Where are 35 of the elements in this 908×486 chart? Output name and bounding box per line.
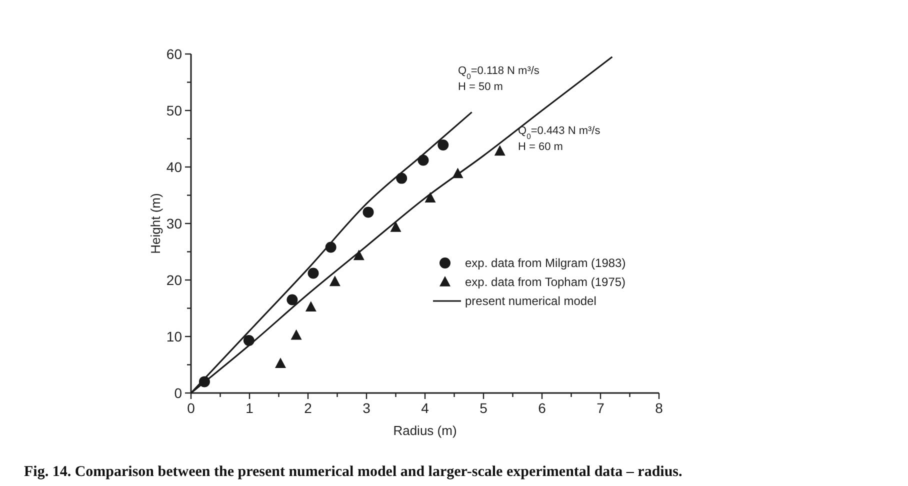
x-tick-label: 3 bbox=[362, 400, 371, 416]
x-tick-label: 2 bbox=[304, 400, 312, 416]
y-tick-label: 30 bbox=[166, 215, 182, 232]
point bbox=[494, 145, 506, 156]
caption: Fig. 14. Comparison between the present numerical model and larger-scale experimental data – radius. bbox=[24, 464, 683, 480]
point bbox=[424, 192, 436, 202]
x-tick-label: 6 bbox=[538, 400, 546, 416]
x-tick-label: 4 bbox=[421, 400, 430, 416]
y-axis-title: Height (m) bbox=[148, 193, 163, 254]
point bbox=[290, 329, 302, 340]
point bbox=[305, 301, 316, 312]
y-tick-label: 60 bbox=[166, 46, 182, 62]
annotation: Q$_{0}$=0.443 N m³/s H = 60 m bbox=[518, 125, 601, 153]
x-tick-label: 0 bbox=[187, 400, 196, 416]
y-tick-label: 40 bbox=[166, 158, 182, 175]
x-tick-label: 1 bbox=[246, 400, 254, 416]
x-tick-label: 7 bbox=[596, 400, 605, 416]
x-tick-label: 8 bbox=[655, 400, 664, 416]
point bbox=[362, 206, 374, 218]
point bbox=[438, 139, 449, 150]
point bbox=[286, 294, 298, 306]
legend-label: exp. data from Topham (1975) bbox=[465, 275, 626, 290]
point bbox=[390, 221, 402, 232]
y-tick-label: 0 bbox=[174, 384, 182, 401]
point bbox=[308, 268, 319, 279]
legend-label: exp. data from Milgram (1983) bbox=[465, 256, 626, 270]
y-tick-label: 20 bbox=[166, 272, 182, 288]
x-tick-label: 5 bbox=[480, 400, 488, 416]
annotation: Q$_{0}$=0.118 N m³/s H = 50 m bbox=[458, 65, 540, 93]
y-tick-label: 50 bbox=[166, 102, 182, 118]
y-tick-label: 10 bbox=[166, 328, 182, 344]
point bbox=[275, 358, 286, 368]
x-axis-title: Radius (m) bbox=[393, 423, 457, 438]
point bbox=[329, 276, 340, 286]
legend-label: present numerical model bbox=[465, 294, 596, 308]
